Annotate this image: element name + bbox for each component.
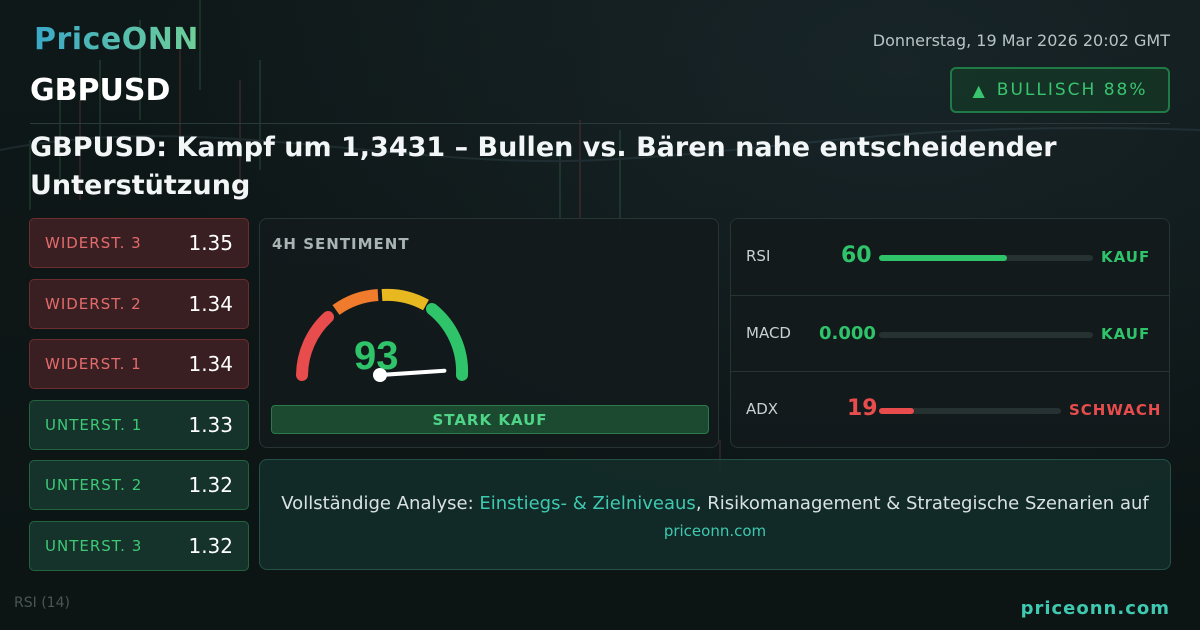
level-support-1: UNTERST. 1 1.33 (29, 399, 249, 450)
level-resistance-3: WIDERST. 3 1.35 (29, 218, 249, 268)
level-support-2: UNTERST. 2 1.32 (29, 460, 249, 510)
level-label: UNTERST. 3 (45, 536, 143, 555)
sentiment-gauge: 93 (296, 288, 469, 382)
gauge-arc-yellow (381, 288, 429, 311)
level-value: 1.32 (188, 533, 233, 558)
level-value: 1.33 (188, 412, 233, 437)
indicator-adx: ADX 19 SCHWACH (731, 371, 1169, 447)
indicator-track (879, 408, 1061, 414)
footer-link[interactable]: priceonn.com (1020, 598, 1170, 619)
indicator-track (879, 255, 1093, 261)
indicator-name: RSI (746, 247, 771, 265)
level-label: WIDERST. 2 (45, 294, 142, 313)
indicator-value: 0.000 (819, 323, 876, 344)
level-value: 1.34 (188, 352, 233, 376)
indicator-macd: MACD 0.000 KAUF (731, 295, 1169, 371)
indicator-fill (879, 408, 914, 414)
gauge-needle (378, 368, 447, 377)
level-value: 1.35 (188, 231, 233, 255)
gauge-arc-green (426, 303, 469, 381)
cta-text: Vollständige Analyse: Einstiegs- & Zieln… (260, 493, 1170, 514)
level-label: UNTERST. 2 (45, 476, 143, 494)
level-label: WIDERST. 1 (45, 355, 142, 373)
header-divider (30, 123, 1170, 124)
sentiment-verdict: STARK KAUF (271, 405, 709, 434)
level-resistance-2: WIDERST. 2 1.34 (29, 278, 249, 329)
level-support-3: UNTERST. 3 1.32 (29, 520, 249, 571)
bullish-badge-label: BULLISCH 88% (996, 80, 1148, 100)
levels-list: WIDERST. 3 1.35 WIDERST. 2 1.34 WIDERST.… (29, 218, 249, 581)
indicator-track (879, 332, 1093, 338)
level-label: WIDERST. 3 (45, 234, 142, 252)
gauge-arc-red (296, 311, 334, 381)
gauge-arc-orange (332, 289, 379, 315)
cta-suffix: , Risikomanagement & Strategische Szenar… (695, 493, 1149, 514)
indicator-name: ADX (746, 400, 779, 418)
indicator-signal: KAUF (1101, 325, 1151, 343)
indicator-rsi: RSI 60 KAUF (731, 219, 1169, 295)
sentiment-panel: 4H SENTIMENT 93 STARK KAUF (259, 218, 719, 448)
datetime-label: Donnerstag, 19 Mar 2026 20:02 GMT (872, 31, 1170, 50)
analysis-cta[interactable]: Vollständige Analyse: Einstiegs- & Zieln… (259, 459, 1171, 570)
indicator-signal: SCHWACH (1069, 401, 1162, 419)
indicators-panel: RSI 60 KAUF MACD 0.000 KAUF ADX 19 SCHWA… (730, 218, 1170, 448)
cta-prefix: Vollständige Analyse: (281, 493, 480, 514)
symbol-title: GBPUSD (30, 73, 171, 108)
background-rsi-label: RSI (14) (14, 595, 70, 611)
level-value: 1.34 (188, 291, 233, 316)
cta-link[interactable]: priceonn.com (663, 522, 767, 540)
bullish-badge: ▲ BULLISCH 88% (950, 67, 1170, 113)
indicator-value: 19 (847, 396, 878, 421)
indicator-signal: KAUF (1101, 248, 1151, 266)
indicator-fill (879, 255, 1008, 261)
headline: GBPUSD: Kampf um 1,3431 – Bullen vs. Bär… (30, 132, 1057, 201)
level-resistance-1: WIDERST. 1 1.34 (29, 339, 249, 389)
sentiment-title: 4H SENTIMENT (272, 235, 410, 253)
gauge-needle-hub (373, 368, 387, 382)
cta-highlight: Einstiegs- & Zielniveaus (479, 493, 696, 514)
brand-logo: PriceONN (34, 22, 199, 57)
indicator-value: 60 (841, 243, 872, 268)
triangle-up-icon: ▲ (972, 80, 987, 100)
indicator-name: MACD (746, 324, 791, 342)
level-value: 1.32 (188, 473, 233, 497)
level-label: UNTERST. 1 (45, 415, 143, 434)
